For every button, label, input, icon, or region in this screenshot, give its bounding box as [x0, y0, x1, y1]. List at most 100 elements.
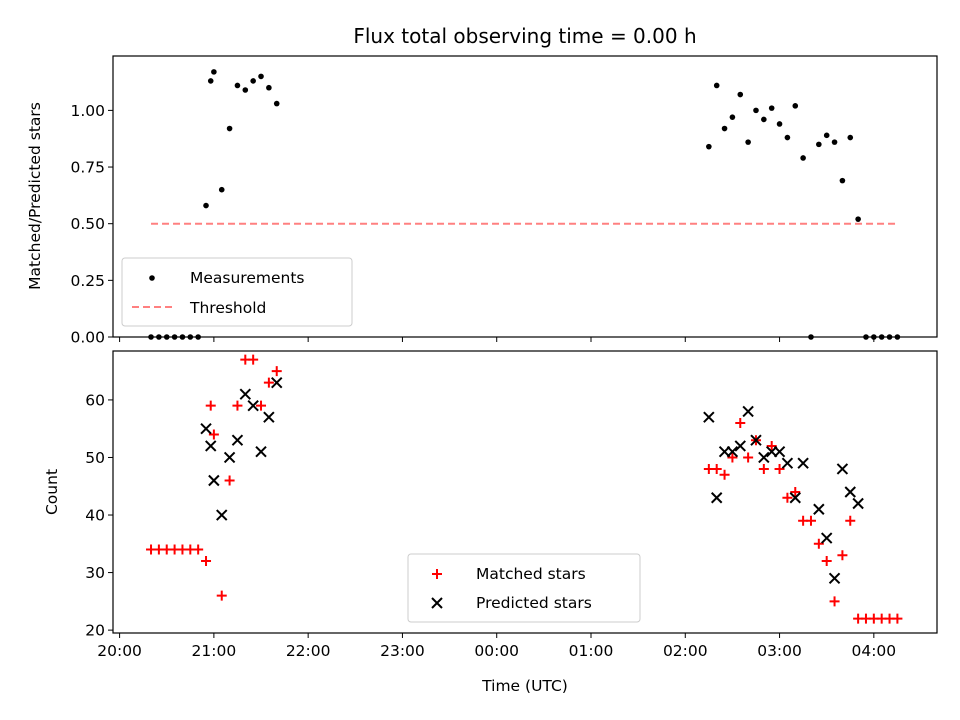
matched-stars-point: [758, 463, 769, 474]
measurement-point: [729, 114, 736, 120]
measurement-point: [163, 334, 170, 340]
measurement-point: [823, 132, 830, 139]
legend-measurements-label: Measurements: [190, 269, 305, 287]
matched-stars-point: [774, 463, 785, 474]
bottom-legend: Matched stars Predicted stars: [407, 553, 641, 623]
matched-stars-point: [837, 550, 848, 561]
predicted-stars-point: [844, 486, 856, 498]
y-tick-label: 0.75: [70, 159, 105, 177]
predicted-stars-point: [742, 405, 754, 418]
matched-stars-point: [727, 452, 738, 463]
measurement-point: [816, 141, 822, 148]
x-tick-label: 22:00: [286, 642, 331, 660]
measurement-point: [784, 134, 791, 141]
measurement-point: [855, 216, 861, 222]
measurement-point: [894, 334, 901, 340]
predicted-stars-point: [773, 446, 786, 458]
x-tick-label: 03:00: [757, 642, 802, 660]
y-tick-label: 0.50: [70, 215, 105, 233]
matched-stars-point: [248, 354, 259, 365]
legend-predicted-label: Predicted stars: [476, 594, 592, 612]
measurement-point: [266, 84, 272, 91]
matched-stars-point: [719, 469, 730, 480]
matched-stars-point: [892, 613, 903, 624]
matched-stars-point: [790, 487, 801, 497]
predicted-stars-point: [247, 399, 259, 412]
measurement-point: [871, 334, 877, 340]
predicted-stars-point: [205, 440, 217, 452]
matched-stars-point: [232, 400, 243, 411]
measurement-point: [737, 91, 744, 98]
matched-stars-point: [821, 556, 832, 567]
matched-stars-point: [743, 452, 754, 463]
predicted-stars-point: [836, 463, 849, 475]
predicted-stars-point: [200, 422, 212, 435]
measurement-point: [706, 143, 712, 150]
matched-stars-point: [208, 429, 219, 440]
measurement-point: [226, 125, 233, 132]
measurement-point: [847, 134, 854, 141]
matched-stars-point: [256, 400, 267, 411]
measurement-point: [242, 87, 249, 93]
predicted-stars-point: [734, 440, 746, 452]
predicted-stars-point: [797, 457, 809, 469]
matched-stars-point: [193, 544, 204, 555]
measurement-point: [273, 100, 280, 107]
matched-stars-point: [735, 417, 746, 428]
matched-stars-point: [263, 377, 274, 388]
y-tick-label: 1.00: [70, 102, 105, 120]
bottom-legend-box: [407, 553, 641, 623]
legend-matched-label: Matched stars: [476, 565, 586, 583]
y-tick-label: 60: [85, 391, 105, 409]
predicted-stars-point: [703, 411, 715, 423]
y-tick-label: 40: [85, 507, 105, 525]
x-tick-label: 02:00: [663, 642, 708, 660]
predicted-stars-point: [789, 492, 801, 504]
measurement-point: [745, 139, 751, 145]
measurement-point: [156, 334, 162, 340]
matched-stars-point: [805, 515, 816, 526]
predicted-stars-point: [208, 474, 220, 487]
top-legend-box: [121, 257, 353, 327]
predicted-stars-point: [239, 388, 252, 400]
matched-stars-point: [813, 538, 824, 549]
predicted-stars-point: [828, 572, 841, 585]
predicted-stars-point: [263, 411, 275, 423]
bottom-marks-group: [146, 354, 903, 624]
matched-stars-point: [766, 440, 777, 451]
y-tick-label: 0.25: [70, 272, 105, 290]
measurement-point: [776, 121, 783, 127]
x-tick-label: 21:00: [192, 642, 237, 660]
matched-stars-point: [224, 475, 235, 486]
measurement-point: [207, 78, 214, 84]
measurement-point: [203, 202, 209, 209]
measurement-point: [753, 107, 759, 114]
legend-threshold-label: Threshold: [189, 299, 266, 317]
measurement-point: [792, 103, 799, 109]
measurement-point: [250, 78, 256, 84]
matched-stars-point: [201, 556, 212, 567]
predicted-stars-point: [750, 434, 762, 446]
top-y-axis-label: Matched/Predicted stars: [26, 102, 44, 290]
x-tick-label: 01:00: [569, 642, 614, 660]
x-tick-label: 23:00: [380, 642, 425, 660]
measurement-point: [211, 69, 217, 75]
x-tick-label: 00:00: [474, 642, 519, 660]
measurement-point: [713, 82, 720, 89]
predicted-stars-point: [820, 532, 833, 544]
predicted-stars-point: [231, 434, 244, 446]
y-tick-label: 30: [85, 564, 105, 582]
measurement-point: [878, 334, 885, 340]
measurement-point: [808, 334, 814, 340]
predicted-stars-point: [223, 451, 236, 464]
matched-stars-point: [216, 590, 227, 601]
top-marks-group: [148, 69, 901, 340]
measurement-point: [831, 139, 838, 145]
x-tick-label: 20:00: [97, 642, 142, 660]
predicted-stars-point: [255, 446, 267, 458]
measurement-point: [800, 155, 806, 161]
measurement-point: [171, 334, 178, 340]
matched-stars-point: [205, 400, 216, 411]
y-tick-label: 20: [85, 622, 105, 640]
matched-stars-point: [782, 492, 793, 503]
